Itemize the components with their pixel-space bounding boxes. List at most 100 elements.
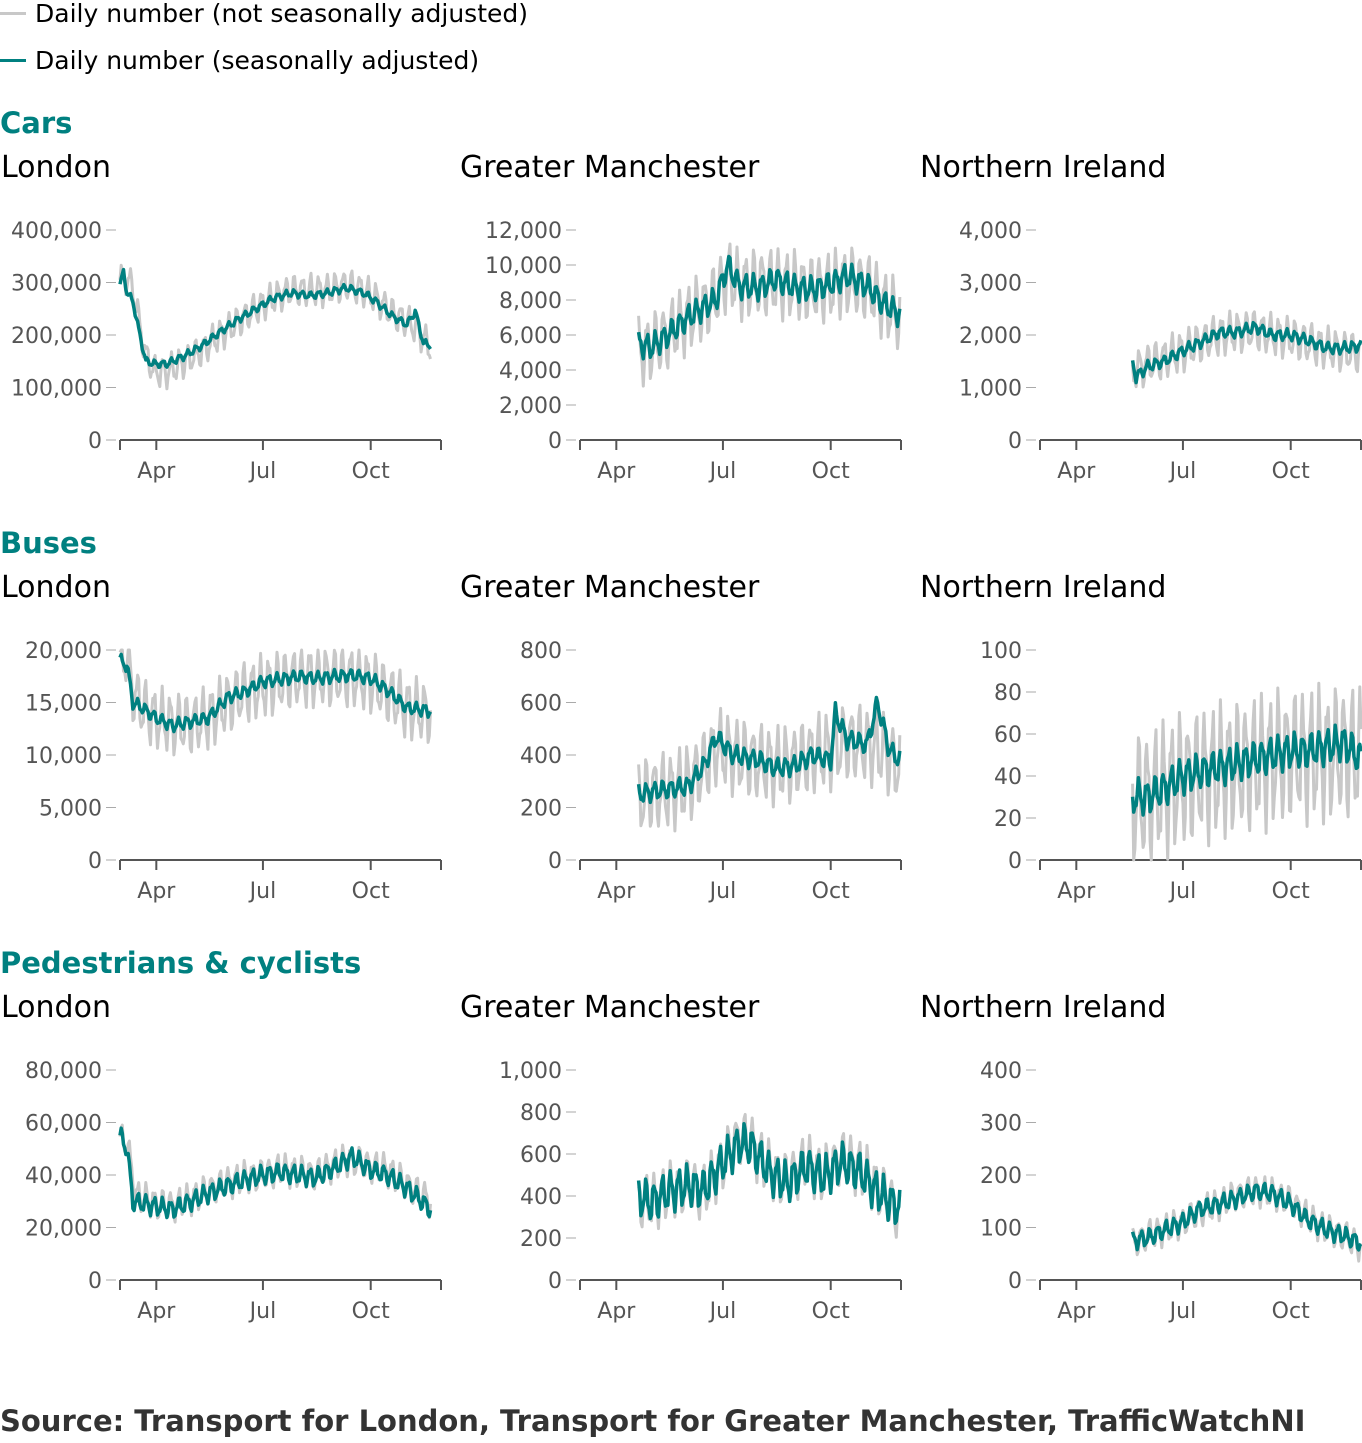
y-tick-label: 20,000: [25, 1217, 102, 1242]
chart-peds-london: 0 20,000 40,000 60,000 80,000 Apr Jul Oct: [25, 1059, 442, 1324]
y-tick-label: 1,000: [499, 1059, 562, 1084]
y-tick-label: 10,000: [485, 254, 562, 279]
y-tick-label: 2,000: [499, 394, 562, 419]
panel-title-cars-northern-ireland: Northern Ireland: [920, 150, 1167, 185]
y-tick-label: 0: [88, 429, 102, 454]
series-line-seasonally-adjusted: [118, 652, 433, 734]
y-tick-label: 12,000: [485, 219, 562, 244]
series-line-not-seasonally-adjusted: [118, 648, 432, 757]
y-tick-label: 400: [520, 1185, 562, 1210]
y-tick-label: 1,000: [959, 377, 1022, 402]
y-tick-label: 0: [1008, 1269, 1022, 1294]
y-tick-label: 300: [980, 1112, 1022, 1137]
legend-label-sa: Daily number (seasonally adjusted): [35, 46, 480, 75]
series-line-seasonally-adjusted: [636, 695, 902, 805]
y-tick-label: 60,000: [25, 1112, 102, 1137]
panel-title-cars-greater-manchester: Greater Manchester: [460, 150, 760, 185]
y-tick-label: 6,000: [499, 324, 562, 349]
section-title-pedestrians-cyclists: Pedestrians & cyclists: [0, 946, 362, 980]
series-line-seasonally-adjusted: [1130, 1181, 1362, 1252]
series-line-seasonally-adjusted: [1130, 320, 1362, 385]
x-tick-label: Oct: [812, 1299, 850, 1324]
series-line-seasonally-adjusted: [118, 267, 432, 370]
series-line-not-seasonally-adjusted: [1131, 681, 1362, 862]
y-tick-label: 100: [980, 1217, 1022, 1242]
x-tick-label: Jul: [248, 879, 277, 904]
y-tick-label: 5,000: [39, 797, 102, 822]
x-tick-label: Jul: [1168, 459, 1197, 484]
panel-title-peds-northern-ireland: Northern Ireland: [920, 990, 1167, 1025]
legend-label-nsa: Daily number (not seasonally adjusted): [35, 0, 529, 28]
x-tick-label: Oct: [812, 459, 850, 484]
x-tick-label: Jul: [248, 459, 277, 484]
source-note: Source: Transport for London, Transport …: [0, 1404, 1306, 1438]
chart-cars-london: 0 100,000 200,000 300,000 400,000 Apr Jul Oct: [11, 219, 442, 484]
y-tick-label: 200: [520, 1227, 562, 1252]
panel-title-buses-northern-ireland: Northern Ireland: [920, 570, 1167, 605]
section-title-cars: Cars: [0, 106, 73, 140]
panel-title-peds-london: London: [1, 990, 111, 1025]
x-tick-label: Oct: [1272, 459, 1310, 484]
y-tick-label: 0: [548, 849, 562, 874]
y-tick-label: 600: [520, 1143, 562, 1168]
y-tick-label: 100: [980, 639, 1022, 664]
chart-cars-northern-ireland: 0 1,000 2,000 3,000 4,000 Apr Jul Oct: [959, 219, 1362, 484]
y-tick-label: 0: [88, 849, 102, 874]
series-line-not-seasonally-adjusted: [118, 263, 432, 391]
x-tick-label: Apr: [137, 879, 176, 904]
y-tick-label: 40: [994, 765, 1022, 790]
y-tick-label: 0: [88, 1269, 102, 1294]
chart-cars-greater-manchester: 0 2,000 4,000 6,000 8,000 10,000 12,000 Apr Jul O…: [485, 219, 902, 484]
x-tick-label: Oct: [352, 1299, 390, 1324]
x-tick-label: Apr: [1057, 1299, 1096, 1324]
chart-peds-greater-manchester: 0 200 400 600 800 1,000 Apr Jul Oct: [499, 1059, 902, 1324]
x-tick-label: Oct: [812, 879, 850, 904]
y-tick-label: 10,000: [25, 744, 102, 769]
y-tick-label: 15,000: [25, 692, 102, 717]
series-line-seasonally-adjusted: [636, 254, 902, 361]
series-line-seasonally-adjusted: [1130, 723, 1362, 817]
y-tick-label: 4,000: [499, 359, 562, 384]
legend-swatch-nsa: [0, 11, 26, 15]
y-tick-label: 20,000: [25, 639, 102, 664]
x-tick-label: Jul: [708, 459, 737, 484]
panel-title-cars-london: London: [1, 150, 111, 185]
y-tick-label: 0: [1008, 429, 1022, 454]
x-tick-label: Jul: [708, 879, 737, 904]
y-tick-label: 0: [548, 1269, 562, 1294]
legend-swatch-sa: [0, 58, 26, 62]
x-tick-label: Jul: [1168, 879, 1197, 904]
y-tick-label: 60: [994, 723, 1022, 748]
y-tick-label: 0: [548, 429, 562, 454]
x-tick-label: Apr: [597, 879, 636, 904]
y-tick-label: 400,000: [11, 219, 102, 244]
x-tick-label: Apr: [137, 459, 176, 484]
y-tick-label: 300,000: [11, 272, 102, 297]
panel-title-buses-greater-manchester: Greater Manchester: [460, 570, 760, 605]
y-tick-label: 4,000: [959, 219, 1022, 244]
panel-title-peds-greater-manchester: Greater Manchester: [460, 990, 760, 1025]
panel-title-buses-london: London: [1, 570, 111, 605]
series-line-seasonally-adjusted: [636, 1121, 902, 1225]
x-tick-label: Apr: [1057, 459, 1096, 484]
legend-item-sa: Daily number (seasonally adjusted): [0, 47, 479, 75]
x-tick-label: Apr: [597, 1299, 636, 1324]
section-title-buses: Buses: [0, 526, 97, 560]
chart-buses-london: 0 5,000 10,000 15,000 20,000 Apr Jul Oct: [25, 639, 442, 904]
x-tick-label: Oct: [352, 879, 390, 904]
y-tick-label: 3,000: [959, 272, 1022, 297]
y-tick-label: 200: [980, 1164, 1022, 1189]
y-tick-label: 200: [520, 797, 562, 822]
x-tick-label: Apr: [137, 1299, 176, 1324]
x-tick-label: Jul: [708, 1299, 737, 1324]
chart-buses-northern-ireland: 0 20 40 60 80 100 Apr Jul Oct: [980, 639, 1362, 904]
x-tick-label: Apr: [597, 459, 636, 484]
y-tick-label: 200,000: [11, 324, 102, 349]
y-tick-label: 400: [980, 1059, 1022, 1084]
x-tick-label: Jul: [1168, 1299, 1197, 1324]
chart-peds-northern-ireland: 0 100 200 300 400 Apr Jul Oct: [980, 1059, 1362, 1324]
x-tick-label: Jul: [248, 1299, 277, 1324]
x-tick-label: Oct: [1272, 879, 1310, 904]
y-tick-label: 400: [520, 744, 562, 769]
y-tick-label: 0: [1008, 849, 1022, 874]
